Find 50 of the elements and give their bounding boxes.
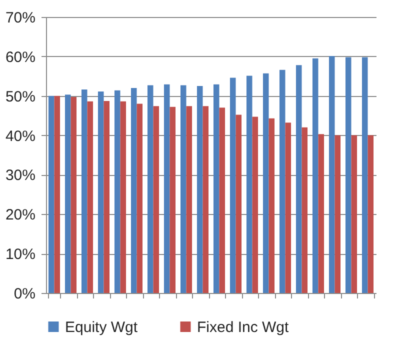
y-tick-label: 10%	[5, 246, 36, 264]
bar	[345, 57, 352, 293]
y-tick-label: 70%	[5, 10, 36, 26]
bar	[312, 58, 318, 293]
y-tick-label: 50%	[5, 88, 36, 106]
bar	[164, 84, 170, 293]
y-tick-label: 40%	[5, 128, 36, 145]
bar	[285, 122, 292, 293]
bar	[64, 94, 71, 293]
bar	[70, 97, 77, 293]
bar	[153, 106, 160, 293]
bar	[81, 90, 88, 293]
bar	[351, 135, 358, 293]
bar	[147, 85, 154, 293]
bar	[368, 135, 374, 293]
bar	[296, 65, 302, 293]
bar	[213, 84, 220, 293]
bar	[328, 56, 335, 293]
bar	[186, 106, 192, 293]
legend-label: Equity Wgt	[65, 318, 138, 336]
y-tick-label: 20%	[5, 206, 36, 224]
bar	[202, 106, 209, 293]
bar	[262, 73, 269, 293]
bar	[252, 116, 258, 293]
bar	[98, 92, 104, 293]
bar	[54, 96, 60, 293]
bar	[334, 135, 341, 293]
bar	[279, 70, 286, 293]
y-tick-label: 60%	[5, 48, 36, 66]
bar	[130, 88, 137, 293]
bar	[120, 101, 126, 293]
bar	[180, 85, 186, 293]
bar	[362, 57, 368, 293]
bar	[318, 134, 324, 293]
bar	[48, 96, 54, 293]
bar	[219, 108, 226, 293]
bar	[114, 90, 120, 293]
bar	[136, 104, 143, 293]
y-tick-label: 30%	[5, 167, 36, 184]
bar	[302, 127, 308, 293]
bar	[230, 78, 236, 293]
bar	[268, 118, 275, 293]
bar	[246, 76, 252, 293]
bar	[196, 86, 203, 293]
bar	[104, 100, 110, 293]
bar	[87, 101, 94, 293]
legend-label: Fixed Inc Wgt	[197, 318, 290, 336]
bar	[236, 114, 242, 293]
y-tick-label: 0%	[14, 286, 36, 302]
bar	[170, 106, 176, 293]
